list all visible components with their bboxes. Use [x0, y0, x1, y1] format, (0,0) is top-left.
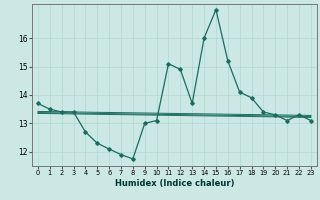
X-axis label: Humidex (Indice chaleur): Humidex (Indice chaleur)	[115, 179, 234, 188]
